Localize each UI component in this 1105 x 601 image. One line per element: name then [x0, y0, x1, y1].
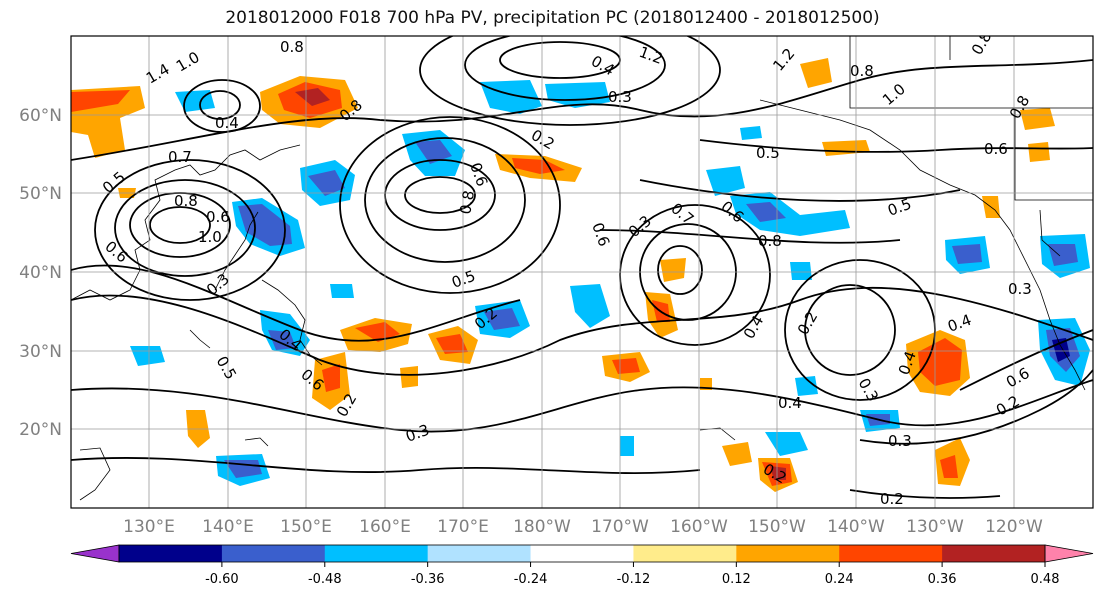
- lon-label-160e: 160°E: [359, 517, 411, 537]
- colorbar-tick-label: -0.36: [411, 572, 445, 587]
- colorbar-segment: [633, 545, 737, 562]
- contour-label: 0.3: [608, 88, 632, 106]
- lon-label-170w: 170°W: [591, 517, 649, 537]
- lon-label-130e: 130°E: [123, 517, 175, 537]
- lon-label-120w: 120°W: [985, 517, 1043, 537]
- lon-label-140e: 140°E: [202, 517, 254, 537]
- contour-label: 0.6: [206, 208, 230, 226]
- colorbar-tick-label: -0.12: [617, 572, 651, 587]
- colorbar-tick-label: -0.60: [205, 572, 239, 587]
- colorbar-frame: [118, 544, 1046, 563]
- colorbar-segment: [221, 545, 326, 562]
- contour-label: 0.8: [850, 62, 874, 80]
- colorbar-tick-label: -0.48: [308, 572, 342, 587]
- map-title: 2018012000 F018 700 hPa PV, precipitatio…: [225, 8, 880, 28]
- coastlines: [71, 36, 1093, 501]
- contour-label: 0.2: [880, 490, 904, 508]
- colorbar-tick-label: 0.12: [722, 572, 751, 587]
- contour-label: 0.3: [888, 432, 912, 450]
- colorbar-extend-min: [70, 544, 120, 563]
- colorbar-segment: [736, 545, 840, 562]
- lon-label-150w: 150°W: [748, 517, 806, 537]
- lat-label-50n: 50°N: [19, 184, 62, 204]
- colorbar-tick-label: 0.24: [825, 572, 854, 587]
- contour-label: 0.3: [1008, 280, 1032, 298]
- colorbar-tick-label: -0.24: [514, 572, 548, 587]
- map-frame: [70, 35, 1094, 509]
- colorbar-tick-label: 0.48: [1031, 572, 1060, 587]
- latitude-labels: 60°N 50°N 40°N 30°N 20°N: [19, 106, 62, 440]
- contour-label: 1.0: [198, 228, 222, 246]
- lon-label-140w: 140°W: [827, 517, 885, 537]
- colorbar-segment: [942, 545, 1046, 562]
- lat-label-60n: 60°N: [19, 106, 62, 126]
- colorbar-segment: [839, 545, 943, 562]
- graticule: [71, 36, 1093, 508]
- contour-label: 0.4: [215, 114, 239, 132]
- colorbar-segment: [530, 545, 634, 562]
- contour-label: 0.8: [174, 192, 198, 210]
- colorbar-segments: [70, 544, 1094, 563]
- colorbar-tick-label: 0.36: [928, 572, 957, 587]
- precip-patch-positive: [71, 58, 1055, 492]
- colorbar-segment: [427, 545, 532, 562]
- lat-label-40n: 40°N: [19, 263, 62, 283]
- colorbar-extend-max: [1044, 544, 1094, 563]
- lon-label-170e: 170°E: [437, 517, 489, 537]
- map-plot-area: 0.8 1.0 1.4 1.2 0.4 0.8 0.3 0.2 0.6 0.5 …: [70, 35, 1094, 509]
- contour-label: 0.6: [984, 140, 1008, 158]
- lon-label-180w: 180°W: [513, 517, 571, 537]
- contour-label: 0.8: [280, 38, 304, 56]
- lon-label-160w: 160°W: [670, 517, 728, 537]
- colorbar-segment: [324, 545, 429, 562]
- precip-shading: [71, 58, 1090, 492]
- contour-label: 0.8: [758, 232, 782, 250]
- contour-label: 0.7: [168, 148, 192, 166]
- colorbar: -0.60 -0.48 -0.36 -0.24 -0.12 0.12 0.24 0.36 0.4…: [70, 544, 1094, 587]
- colorbar-segment: [119, 545, 223, 562]
- colorbar-ticks: -0.60 -0.48 -0.36 -0.24 -0.12 0.12 0.24 0.36 0.4…: [205, 562, 1060, 587]
- lat-label-20n: 20°N: [19, 420, 62, 440]
- lat-label-30n: 30°N: [19, 342, 62, 362]
- contour-label: 0.4: [778, 394, 802, 412]
- longitude-labels: 130°E 140°E 150°E 160°E 170°E 180°W 170°…: [123, 517, 1043, 537]
- lon-label-150e: 150°E: [280, 517, 332, 537]
- contour-label: 0.8: [456, 189, 478, 216]
- contour-label: 0.5: [756, 144, 780, 162]
- lon-label-130w: 130°W: [906, 517, 964, 537]
